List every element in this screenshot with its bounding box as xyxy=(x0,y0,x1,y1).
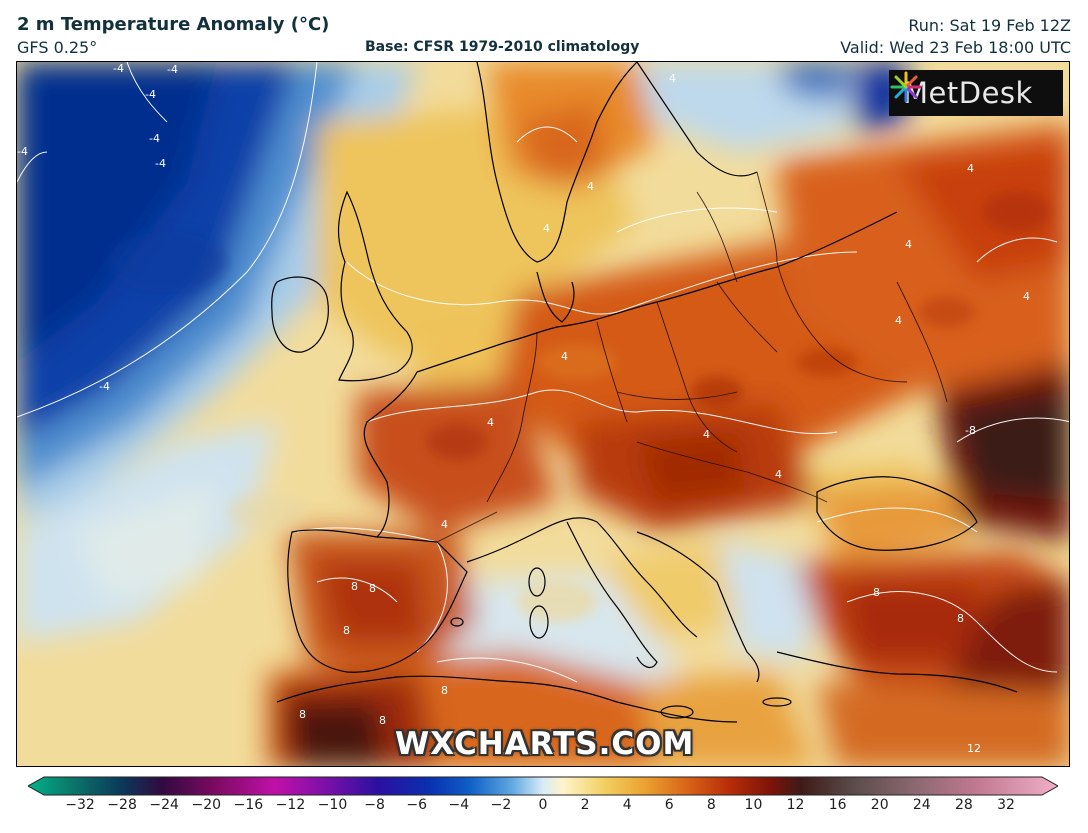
colorbar-tick-label: 12 xyxy=(786,797,805,813)
contour-label: 4 xyxy=(543,222,550,235)
contour-label: 4 xyxy=(775,468,782,481)
contour-label: 4 xyxy=(895,314,902,327)
contour-label: 4 xyxy=(587,180,594,193)
colorbar-tick-label: 0 xyxy=(538,797,548,813)
colorbar-tick-label: 28 xyxy=(954,797,973,813)
colorbar-tick-label: 20 xyxy=(870,797,889,813)
valid-time-label: Valid: Wed 23 Feb 18:00 UTC xyxy=(840,38,1071,57)
colorbar-tick-label: −10 xyxy=(317,797,348,813)
contour-label: 8 xyxy=(873,586,880,599)
colorbar-tick-label: 32 xyxy=(997,797,1015,813)
contour-label: -4 xyxy=(99,380,110,393)
contour-label: 4 xyxy=(905,238,912,251)
colorbar-tick-label: −16 xyxy=(233,797,264,813)
metdesk-logo: MetDesk xyxy=(889,70,1063,116)
contour-label: 8 xyxy=(299,708,306,721)
contour-label: 4 xyxy=(1023,290,1030,303)
colorbar-tick-label: −2 xyxy=(490,797,512,813)
contour-label: -4 xyxy=(167,63,178,76)
contour-label: 4 xyxy=(441,518,448,531)
colorbar-tick-label: 8 xyxy=(706,797,716,813)
colorbar-tick-label: 6 xyxy=(664,797,674,813)
contour-label: 4 xyxy=(703,428,710,441)
colorbar-tick-label: −6 xyxy=(406,797,428,813)
colorbar-tick-label: 16 xyxy=(828,797,847,813)
model-label: GFS 0.25° xyxy=(17,38,98,57)
contour-label: 8 xyxy=(441,684,448,697)
wxcharts-watermark: WXCHARTS.COM xyxy=(395,726,695,762)
coastlines xyxy=(271,62,1018,723)
anomaly-field xyxy=(17,62,1069,766)
base-climatology-label: Base: CFSR 1979-2010 climatology xyxy=(365,39,640,55)
run-label: Run: Sat 19 Feb 12Z xyxy=(908,16,1071,35)
colorbar-tick-label: 10 xyxy=(744,797,763,813)
colorbar-tick-label: 2 xyxy=(580,797,590,813)
contour-label: -4 xyxy=(149,132,160,145)
contour-labels: -4 -4 -4 -4 -4 -4 -4 4 4 4 4 4 4 4 4 4 4… xyxy=(17,62,1030,755)
contour-label: -4 xyxy=(113,62,124,75)
contour-label: 8 xyxy=(379,714,386,727)
country-borders xyxy=(436,171,948,543)
colorbar-tick-label: −4 xyxy=(448,797,470,813)
colorbar-tick-label: −32 xyxy=(65,797,95,813)
contour-label: 12 xyxy=(967,742,981,755)
colorbar-tick-label: −24 xyxy=(149,797,179,813)
contour-label: 8 xyxy=(957,612,964,625)
contour-label: 4 xyxy=(669,72,676,85)
colorbar-tick-labels: −32 −28 −24 −20 −16 −12 −10 −8 −6 −4 −2 0 2 4 6 8 10 12 16… xyxy=(0,797,1088,821)
colorbar xyxy=(28,776,1058,796)
contour-label: -4 xyxy=(155,157,166,170)
colorbar-tick-label: −12 xyxy=(275,797,306,813)
contour-label: 8 xyxy=(369,582,376,595)
colorbar-tick-label: −28 xyxy=(107,797,137,813)
field-texture xyxy=(107,192,1051,622)
anomaly-map: -4 -4 -4 -4 -4 -4 -4 4 4 4 4 4 4 4 4 4 4… xyxy=(16,61,1070,767)
colorbar-tick-label: −20 xyxy=(191,797,222,813)
colorbar-tick-label: −8 xyxy=(364,797,385,813)
colorbar-tick-label: 24 xyxy=(912,797,931,813)
contour-label: -8 xyxy=(965,424,976,437)
colorbar-tick-label: 4 xyxy=(622,797,632,813)
colorbar-ramp xyxy=(28,776,1058,796)
contour-label: -4 xyxy=(145,88,156,101)
contour-label: -4 xyxy=(17,145,28,158)
contour-label: 8 xyxy=(343,624,350,637)
header: 2 m Temperature Anomaly (°C) GFS 0.25° B… xyxy=(0,0,1088,62)
contour-label: 8 xyxy=(351,580,358,593)
metdesk-logo-text: MetDesk xyxy=(903,76,1033,110)
contour-label: 4 xyxy=(967,162,974,175)
chart-title: 2 m Temperature Anomaly (°C) xyxy=(17,14,330,35)
metdesk-burst-icon xyxy=(890,71,922,103)
contour-label: 4 xyxy=(487,416,494,429)
contour-label: 4 xyxy=(561,350,568,363)
map-canvas: -4 -4 -4 -4 -4 -4 -4 4 4 4 4 4 4 4 4 4 4… xyxy=(17,62,1069,766)
